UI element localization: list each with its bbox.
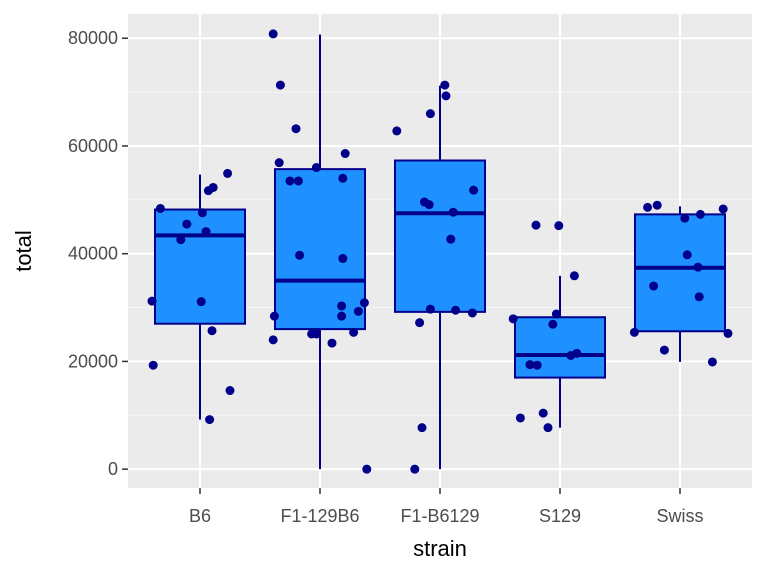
data-point bbox=[197, 208, 207, 218]
data-point bbox=[515, 413, 525, 423]
data-point bbox=[415, 318, 425, 328]
data-point bbox=[176, 235, 186, 245]
data-point bbox=[311, 163, 321, 173]
data-point bbox=[718, 204, 728, 214]
data-point bbox=[531, 220, 541, 230]
data-point bbox=[694, 292, 704, 302]
data-point bbox=[569, 271, 579, 281]
y-tick-label: 20000 bbox=[68, 351, 118, 371]
data-point bbox=[274, 158, 284, 168]
y-axis-title: total bbox=[11, 230, 36, 272]
data-point bbox=[196, 297, 206, 307]
data-point bbox=[208, 182, 218, 192]
data-point bbox=[707, 357, 717, 367]
data-point bbox=[338, 173, 348, 183]
data-point bbox=[201, 227, 211, 237]
data-point bbox=[693, 262, 703, 272]
x-tick-label: Swiss bbox=[656, 506, 703, 526]
y-tick-label: 0 bbox=[108, 459, 118, 479]
data-point bbox=[205, 415, 215, 425]
x-tick-label: F1-B6129 bbox=[400, 506, 479, 526]
x-tick-label: B6 bbox=[189, 506, 211, 526]
data-point bbox=[572, 348, 582, 358]
data-point bbox=[349, 327, 359, 337]
x-tick-label: F1-129B6 bbox=[280, 506, 359, 526]
data-point bbox=[147, 296, 157, 306]
data-point bbox=[451, 305, 461, 315]
box-b6 bbox=[154, 208, 246, 325]
data-point bbox=[337, 311, 347, 321]
y-tick-label: 80000 bbox=[68, 28, 118, 48]
whiskers bbox=[199, 34, 681, 470]
data-point bbox=[425, 304, 435, 314]
data-point bbox=[285, 176, 295, 186]
data-point bbox=[554, 221, 564, 231]
data-point bbox=[359, 298, 369, 308]
data-point bbox=[268, 29, 278, 39]
x-axis-title: strain bbox=[413, 536, 467, 561]
data-point bbox=[311, 329, 321, 339]
data-point bbox=[467, 308, 477, 318]
data-point bbox=[392, 126, 402, 136]
data-point bbox=[182, 219, 192, 229]
data-point bbox=[448, 207, 458, 217]
data-point bbox=[291, 124, 301, 134]
data-point bbox=[441, 91, 451, 101]
data-point bbox=[269, 311, 279, 321]
data-point bbox=[225, 386, 235, 396]
data-point bbox=[548, 319, 558, 329]
data-point bbox=[643, 202, 653, 212]
data-point bbox=[525, 360, 535, 370]
y-tick-label: 40000 bbox=[68, 244, 118, 264]
data-point bbox=[508, 314, 518, 324]
data-point bbox=[338, 254, 348, 264]
data-point bbox=[680, 213, 690, 223]
box-swiss bbox=[634, 213, 726, 333]
data-points bbox=[147, 29, 733, 474]
data-point bbox=[538, 408, 548, 418]
data-point bbox=[148, 360, 158, 370]
y-tick-label: 60000 bbox=[68, 136, 118, 156]
data-point bbox=[155, 203, 165, 213]
data-point bbox=[629, 327, 639, 337]
data-point bbox=[410, 464, 420, 474]
data-point bbox=[362, 464, 372, 474]
data-point bbox=[469, 185, 479, 195]
data-point bbox=[532, 360, 542, 370]
data-point bbox=[682, 250, 692, 260]
box-f1-129b6 bbox=[274, 168, 366, 331]
data-point bbox=[695, 209, 705, 219]
data-point bbox=[659, 345, 669, 355]
data-point bbox=[417, 423, 427, 433]
data-point bbox=[446, 234, 456, 244]
data-point bbox=[275, 80, 285, 90]
data-point bbox=[223, 168, 233, 178]
data-point bbox=[353, 306, 363, 316]
data-point bbox=[424, 200, 434, 210]
data-point bbox=[207, 326, 217, 336]
data-point bbox=[327, 338, 337, 348]
data-point bbox=[649, 281, 659, 291]
x-tick-label: S129 bbox=[539, 506, 581, 526]
data-point bbox=[293, 176, 303, 186]
data-point bbox=[652, 200, 662, 210]
data-point bbox=[551, 309, 561, 319]
data-point bbox=[723, 328, 733, 338]
data-point bbox=[440, 80, 450, 90]
box-f1-b6129 bbox=[394, 159, 486, 313]
data-point bbox=[295, 250, 305, 260]
x-axis-ticks: B6 F1-129B6 F1-B6129 S129 Swiss bbox=[189, 488, 704, 526]
y-axis-ticks: 0 20000 40000 60000 80000 bbox=[68, 28, 128, 479]
data-point bbox=[543, 423, 553, 433]
data-point bbox=[425, 109, 435, 119]
data-point bbox=[337, 301, 347, 311]
data-point bbox=[340, 149, 350, 159]
data-point bbox=[268, 335, 278, 345]
